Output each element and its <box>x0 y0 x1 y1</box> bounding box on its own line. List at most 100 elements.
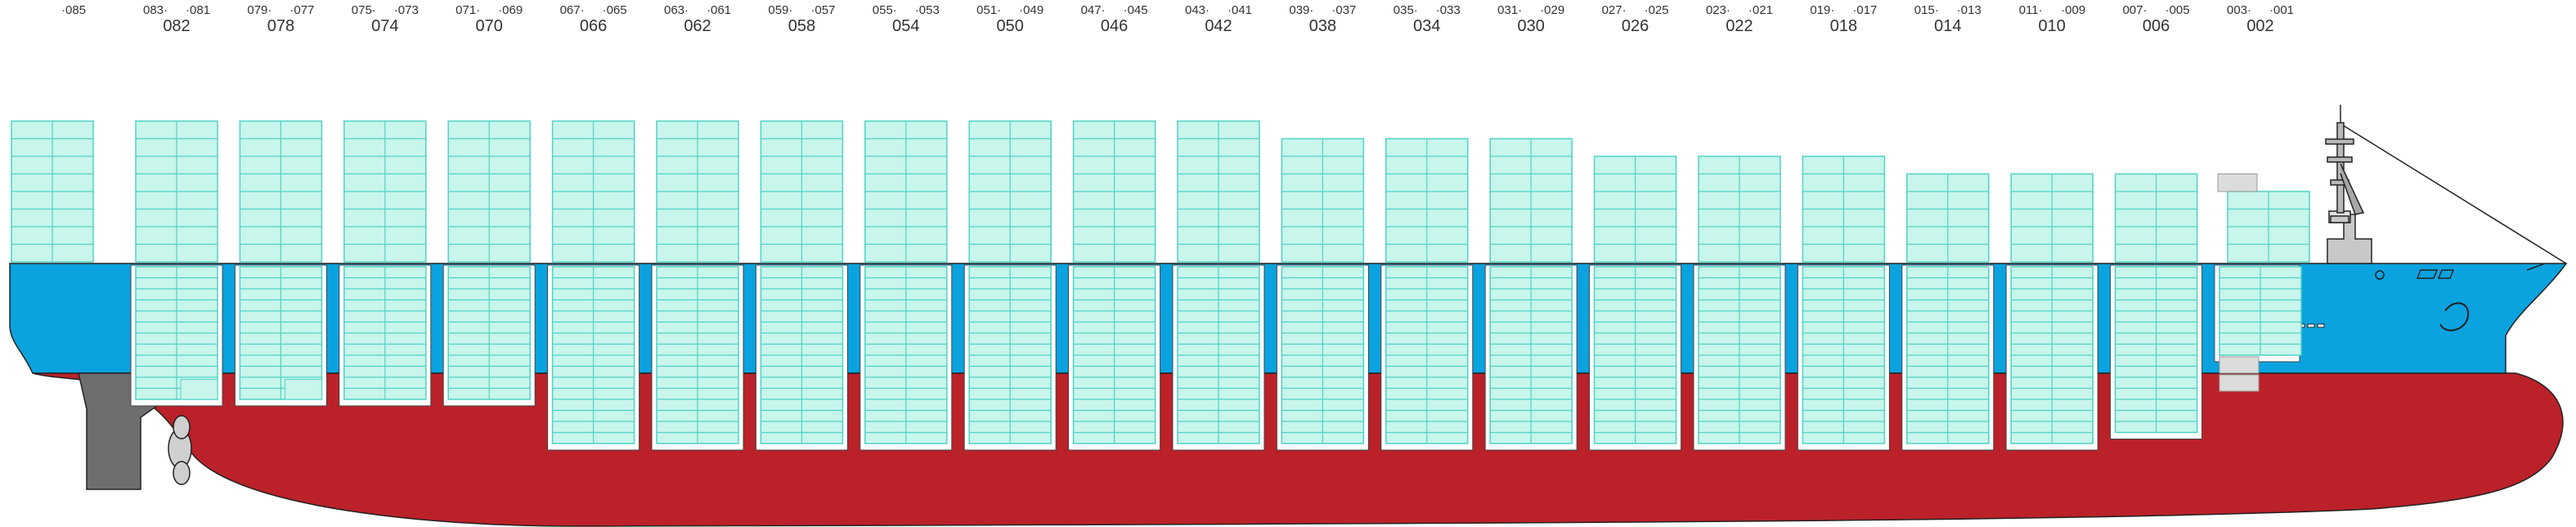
hold-grey-slot <box>2219 356 2260 374</box>
bay-aft-label: ·033 <box>1436 3 1461 17</box>
bay-number-label: 054 <box>892 17 919 35</box>
hold-grey-slot <box>2219 374 2260 392</box>
hawse-pipe-icon <box>2375 270 2385 280</box>
bay-number-label: 050 <box>997 17 1024 35</box>
hold-stack <box>968 266 1052 444</box>
deck-stack <box>551 120 635 263</box>
deck-stack <box>1281 137 1365 263</box>
bay-number-label: 022 <box>1726 17 1752 35</box>
hold-step <box>180 379 218 400</box>
bay-aft-label: ·073 <box>394 3 419 17</box>
forward-mast-house <box>2327 210 2372 264</box>
bay-fore-label: 067· <box>560 3 585 17</box>
hold-stack <box>343 266 427 400</box>
bay-fore-label: 083· <box>143 3 168 17</box>
hold-stack <box>1177 266 1260 444</box>
bay-fore-label: 023· <box>1706 3 1730 17</box>
side-vents <box>2297 323 2325 328</box>
bay-aft-label: ·061 <box>707 3 731 17</box>
bay-aft-label: ·025 <box>1645 3 1669 17</box>
bay-aft-label: ·041 <box>1227 3 1252 17</box>
bay-fore-label: 039· <box>1289 3 1313 17</box>
bay-fore-label: 043· <box>1185 3 1209 17</box>
bay-fore-label: 059· <box>768 3 792 17</box>
bay-fore-label: 019· <box>1810 3 1834 17</box>
bay-number-label: 046 <box>1101 17 1128 35</box>
hold-step <box>284 379 322 400</box>
bay-aft-label: ·069 <box>498 3 523 17</box>
deck-stack <box>135 120 218 263</box>
deck-stack <box>968 120 1052 263</box>
deck-stack <box>656 120 739 263</box>
bay-aft-label: ·017 <box>1852 3 1877 17</box>
hold-stack <box>2114 266 2198 434</box>
bay-aft-label: ·057 <box>810 3 835 17</box>
hold-stack <box>2010 266 2094 444</box>
hold-stack <box>1385 266 1469 444</box>
hold-stack <box>1489 266 1573 444</box>
deck-stack <box>1802 155 1886 263</box>
bay-aft-label: ·005 <box>2165 3 2190 17</box>
bay-number-label: 014 <box>1934 17 1961 35</box>
bay-number-label: 030 <box>1518 17 1545 35</box>
hold-stack <box>760 266 844 444</box>
bay-number-label: 070 <box>476 17 503 35</box>
bay-number-label: 078 <box>267 17 294 35</box>
bay-fore-label: 051· <box>976 3 1001 17</box>
bow-mooring-icon <box>2526 263 2546 271</box>
hold-stack <box>1593 266 1677 444</box>
bay-fore-label: 007· <box>2123 3 2147 17</box>
bay-number-label: 002 <box>2246 17 2273 35</box>
bay-fore-label: 063· <box>664 3 689 17</box>
deck-stack <box>2010 173 2094 263</box>
hold-stack <box>1906 266 1990 444</box>
bay-number-label: 074 <box>371 17 398 35</box>
deck-stack <box>1177 120 1260 263</box>
stern-bay: ·085 <box>11 3 94 263</box>
deck-stack <box>760 120 844 263</box>
bay-fore-label: 055· <box>873 3 897 17</box>
bay-aft-label: ·049 <box>1019 3 1043 17</box>
forestay-line <box>2338 122 2567 264</box>
deck-stack <box>1698 155 1781 263</box>
bay-number-label: 018 <box>1830 17 1857 35</box>
bay-aft-label: ·009 <box>2061 3 2085 17</box>
bay-fore-label: 031· <box>1497 3 1522 17</box>
propeller <box>168 415 192 485</box>
deck-stack <box>11 120 94 263</box>
deck-stack <box>1385 137 1469 263</box>
deck-stack <box>1906 173 1990 263</box>
anchor-pocket <box>2439 302 2470 331</box>
bay-aft-label: ·053 <box>915 3 940 17</box>
hold-stack <box>1072 266 1156 444</box>
bay-fore-label: 071· <box>456 3 480 17</box>
deck-stack <box>864 120 948 263</box>
hold-stack <box>2219 266 2302 356</box>
bay-aft-label: ·029 <box>1540 3 1564 17</box>
bay-aft-label: ·021 <box>1748 3 1773 17</box>
hold-stack <box>1698 266 1781 444</box>
deck-stack <box>239 120 323 263</box>
hold-stack <box>239 266 323 400</box>
deck-stack <box>2114 173 2198 263</box>
hold-stack <box>551 266 635 444</box>
bay-number-label: 058 <box>788 17 815 35</box>
bay-fore-label: 027· <box>1602 3 1627 17</box>
